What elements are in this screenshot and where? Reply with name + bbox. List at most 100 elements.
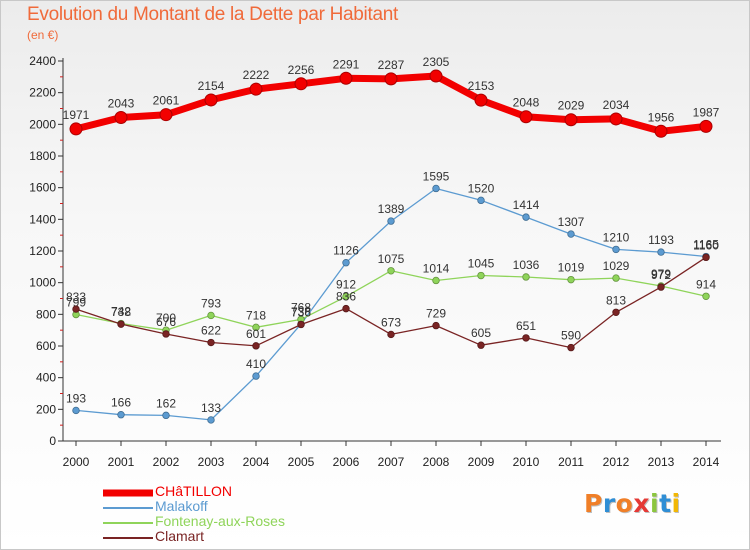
data-label: 1210 [603,230,630,244]
y-tick-label: 600 [36,339,56,353]
data-label: 738 [291,305,311,319]
data-point [72,406,80,415]
data-point [612,308,620,316]
data-label: 912 [336,278,356,292]
y-tick-label: 1000 [29,276,56,290]
data-point [657,283,665,291]
x-tick-label: 2007 [378,455,405,469]
y-tick-label: 1600 [29,181,56,195]
data-point [207,338,215,347]
y-tick-label: 2400 [29,54,56,68]
data-label: 673 [381,315,401,329]
data-point [612,274,620,282]
data-label: 1414 [513,198,540,212]
data-label: 1971 [63,108,90,122]
data-label: 2061 [153,94,180,108]
data-point [567,343,575,352]
x-tick-label: 2013 [648,455,675,469]
data-label: 979 [651,267,671,281]
data-label: 718 [246,308,266,322]
legend-swatch [103,521,153,524]
data-point [162,330,170,338]
data-label: 590 [561,329,581,343]
logo-letter: i [650,489,660,518]
y-tick-label: 2000 [29,117,56,131]
chart-title: Evolution du Montant de la Dette par Hab… [27,4,398,25]
data-point [522,334,530,342]
data-label: 622 [201,324,221,338]
legend-swatch [103,536,153,539]
data-label: 1045 [468,257,495,271]
data-point [567,275,575,284]
data-label: 651 [516,319,536,333]
x-tick-label: 2003 [198,455,225,469]
data-label: 1165 [693,238,719,252]
data-point [657,248,665,256]
data-point [114,111,128,125]
data-point [429,69,443,83]
data-label: 1036 [513,258,540,272]
data-label: 1595 [423,169,450,183]
data-label: 2291 [333,57,360,71]
data-point [387,217,395,225]
data-point [342,304,350,313]
y-tick-label: 1400 [29,212,56,226]
legend-swatch [103,506,153,509]
data-label: 768 [291,300,311,314]
y-tick-label: 0 [49,434,56,448]
data-label: 914 [696,277,716,291]
data-label: 2153 [468,79,495,93]
data-point [249,82,263,96]
y-tick-label: 800 [36,307,56,321]
data-point [252,342,260,350]
data-point [294,77,308,91]
data-label: 1987 [693,105,720,119]
data-label: 2305 [423,55,450,69]
data-label: 2287 [378,58,405,72]
data-point [159,108,173,122]
data-point [522,273,530,281]
data-point [387,267,395,275]
data-point [252,323,260,332]
data-label: 1029 [603,259,630,273]
y-tick-label: 2200 [29,86,56,100]
data-point [207,311,215,320]
logo-letter: x [633,489,650,518]
data-label: 1389 [378,202,405,216]
y-tick-label: 1200 [29,244,56,258]
proxiti-logo: Proxiti [584,489,681,518]
data-point [612,245,620,254]
data-point [477,196,485,205]
data-point [702,253,710,262]
data-label: 166 [111,396,131,410]
data-point [522,213,530,221]
data-point [342,292,350,301]
data-label: 133 [201,401,221,415]
data-point [207,416,215,424]
data-point [699,119,713,133]
data-label: 736 [291,305,311,319]
data-label: 2029 [558,99,585,113]
data-label: 793 [201,296,221,310]
data-label: 1160 [693,238,719,252]
data-label: 410 [246,357,266,371]
data-point [117,411,125,419]
data-label: 162 [156,396,176,410]
data-label: 1126 [333,244,359,258]
legend-label: CHâTILLON [155,483,233,499]
data-point [519,110,533,124]
x-tick-label: 2004 [243,455,270,469]
data-label: 813 [606,293,626,307]
x-tick-label: 2000 [63,455,90,469]
data-point [204,93,218,107]
x-tick-label: 2010 [513,455,540,469]
x-tick-label: 2005 [288,455,315,469]
data-label: 833 [66,290,86,304]
x-tick-label: 2002 [153,455,180,469]
logo-letter: P [584,489,603,518]
data-label: 676 [156,315,176,329]
data-label: 1014 [423,261,450,275]
data-point [297,320,305,329]
legend-label: Clamart [155,528,205,544]
